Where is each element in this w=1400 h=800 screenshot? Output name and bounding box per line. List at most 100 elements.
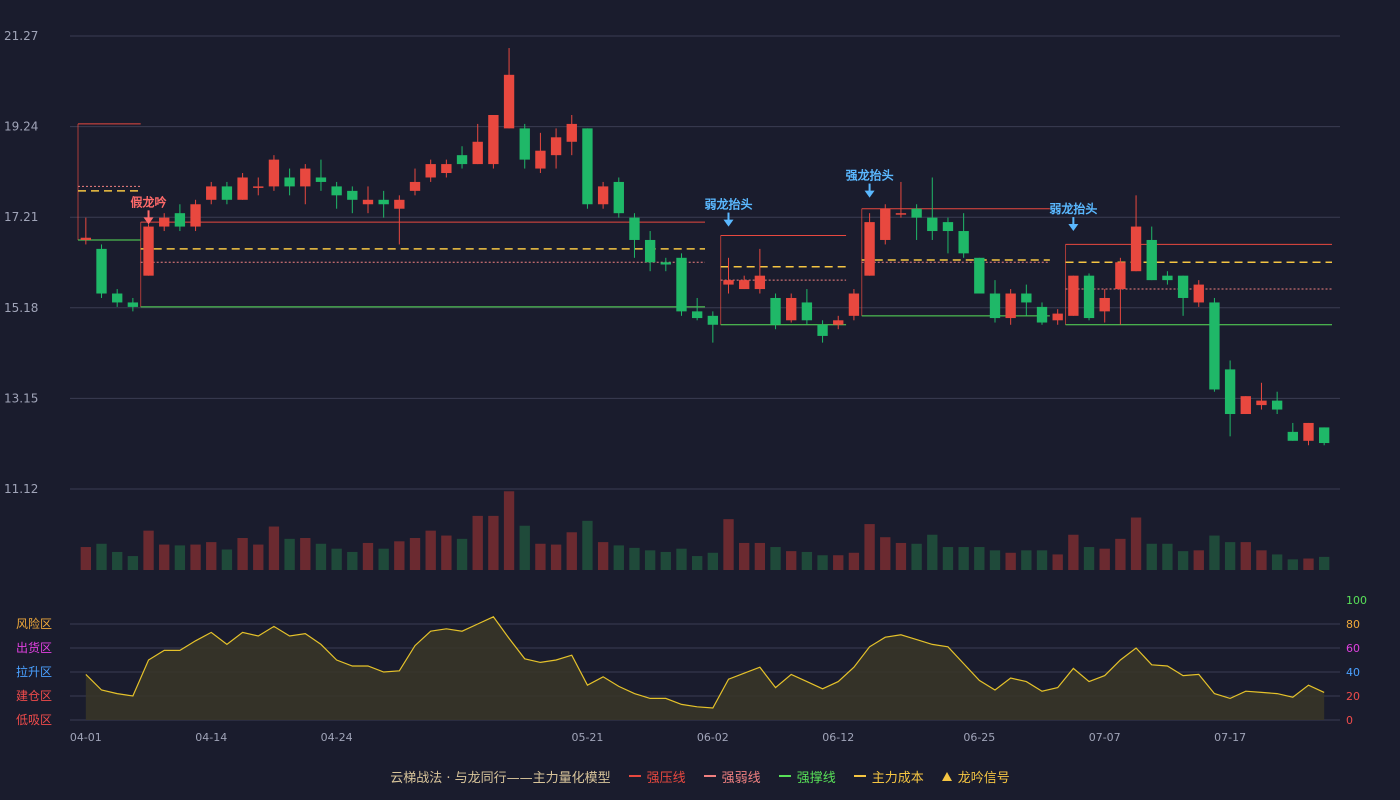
- candle-body: [331, 186, 342, 196]
- legend-label: 强压线: [646, 770, 686, 786]
- volume-bar: [96, 543, 107, 570]
- candle-body: [927, 217, 938, 232]
- legend-item: 强压线: [628, 767, 686, 786]
- volume-bar: [613, 545, 624, 570]
- volume-bar: [1146, 543, 1157, 570]
- candle-body: [989, 293, 1001, 319]
- candle-body: [786, 297, 797, 321]
- volume-bar: [394, 541, 405, 570]
- volume-bars: [80, 491, 1330, 570]
- price-tick-label: 11.12: [4, 482, 38, 496]
- signal-arrow-icon: [864, 190, 875, 198]
- volume-bar: [190, 544, 201, 570]
- candle-body: [519, 128, 530, 160]
- volume-bar: [253, 544, 264, 570]
- legend-label: 强撑线: [796, 770, 836, 786]
- legend-swatch: [778, 775, 791, 777]
- x-tick-label: 07-07: [1089, 731, 1121, 744]
- volume-bar: [331, 548, 342, 570]
- legend-label: 龙吟信号: [957, 770, 1010, 786]
- volume-bar: [221, 549, 233, 570]
- candle-body: [441, 164, 452, 174]
- candle-body: [848, 293, 860, 316]
- volume-bar: [315, 543, 327, 570]
- volume-bar: [833, 555, 844, 570]
- candle-body: [268, 159, 280, 187]
- candle-body: [1209, 302, 1220, 390]
- volume-bar: [786, 551, 797, 570]
- volume-bar: [848, 552, 860, 570]
- price-tick-label: 19.24: [4, 120, 38, 134]
- candle-body: [974, 257, 985, 294]
- volume-bar: [911, 543, 922, 570]
- candle-body: [958, 231, 969, 254]
- candle-body: [378, 199, 389, 205]
- candle-body: [1036, 306, 1048, 323]
- candle-body: [1193, 284, 1204, 303]
- candle-body: [1256, 400, 1267, 406]
- volume-bar: [880, 537, 891, 570]
- volume-bar: [864, 524, 875, 570]
- volume-bar: [127, 556, 139, 570]
- volume-bar: [770, 547, 781, 570]
- legend-label: 主力成本: [871, 770, 924, 786]
- volume-bar: [378, 548, 389, 570]
- candle-body: [206, 186, 217, 200]
- candle-body: [754, 275, 766, 290]
- triangle-icon: [941, 771, 952, 781]
- sentiment-area: [85, 616, 1325, 720]
- candle-body: [1099, 297, 1110, 312]
- candle-body: [237, 177, 248, 200]
- candle-body: [1115, 262, 1126, 290]
- sentiment-tick-label: 0: [1346, 714, 1353, 727]
- candle-body: [1052, 313, 1063, 321]
- volume-bar: [1303, 558, 1314, 570]
- candle-body: [1177, 275, 1189, 298]
- volume-bar: [300, 538, 311, 570]
- volume-bar: [1240, 542, 1251, 570]
- grid: [70, 35, 1340, 721]
- volume-bar: [550, 544, 562, 570]
- volume-bar: [707, 552, 719, 570]
- signal-label: 弱龙抬头: [1049, 201, 1097, 216]
- signal-label: 假龙吟: [131, 194, 167, 209]
- candle-body: [801, 302, 813, 321]
- volume-bar: [112, 551, 123, 570]
- volume-bar: [974, 547, 985, 570]
- sentiment-tick-label: 20: [1346, 690, 1360, 703]
- axes: 21.27 19.24 17.21 15.18 13.15 11.12 0 20 40 60 80 1…: [4, 29, 1367, 744]
- volume-bar: [174, 545, 186, 570]
- sentiment-tick-label: 40: [1346, 666, 1360, 679]
- volume-bar: [1068, 534, 1079, 570]
- volume-bar: [895, 542, 907, 570]
- volume-bar: [409, 538, 421, 570]
- volume-bar: [989, 550, 1001, 570]
- sentiment-tick-label: 80: [1346, 618, 1360, 631]
- volume-bar: [284, 538, 295, 570]
- legend-label: 云梯战法 · 与龙同行——主力量化模型: [390, 770, 611, 786]
- level-lines: [77, 123, 1332, 326]
- candle-body: [582, 128, 593, 205]
- signal-label: 强龙抬头: [846, 168, 894, 183]
- candle-body: [911, 208, 922, 218]
- candle-body: [1130, 226, 1142, 272]
- candle-body: [723, 280, 734, 285]
- candle-body: [739, 280, 750, 290]
- sentiment-line: [85, 616, 1325, 709]
- volume-bar: [1271, 554, 1283, 570]
- x-tick-label: 06-02: [697, 731, 729, 744]
- sentiment-tick-label: 100: [1346, 594, 1367, 607]
- candle-body: [895, 213, 907, 215]
- candle-body: [550, 137, 562, 156]
- candle-body: [613, 181, 624, 214]
- candle-body: [488, 114, 499, 165]
- candle-body: [1271, 400, 1283, 410]
- candle-body: [112, 293, 123, 303]
- volume-bar: [503, 491, 515, 570]
- x-tick-label: 04-14: [195, 731, 227, 744]
- candle-body: [535, 150, 546, 169]
- legend-swatch: [628, 775, 641, 777]
- candle-body: [347, 190, 358, 200]
- legend-label: 强弱线: [721, 770, 761, 786]
